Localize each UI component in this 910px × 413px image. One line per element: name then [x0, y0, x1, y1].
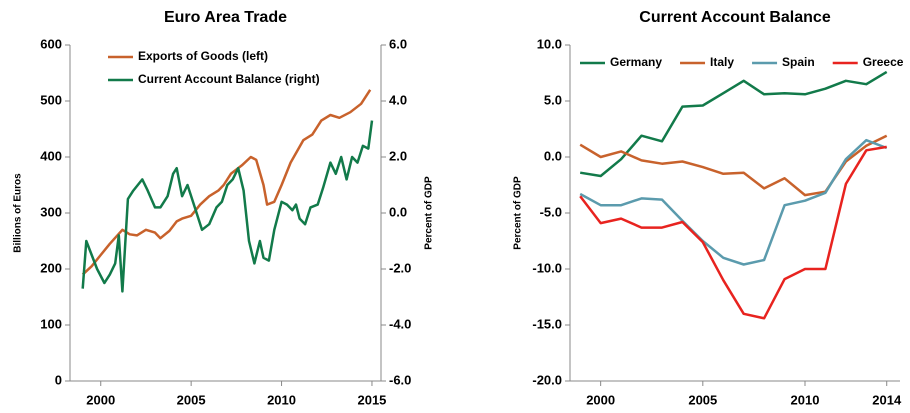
y2-tick-label: 2.0: [389, 148, 407, 163]
y-tick-label: 10.0: [537, 36, 562, 51]
series-line: [81, 89, 372, 276]
y-tick-label: 100: [40, 316, 62, 331]
y-tick-label: 5.0: [544, 92, 562, 107]
y-tick-label: 200: [40, 260, 62, 275]
y-tick-label: -15.0: [532, 316, 562, 331]
y2-tick-label: -6.0: [389, 372, 411, 387]
series-line: [81, 120, 374, 293]
legend-label: Greece: [863, 55, 904, 69]
y-tick-label: 500: [40, 92, 62, 107]
y-tick-label: 400: [40, 148, 62, 163]
x-tick-label: 2015: [357, 392, 386, 407]
x-tick-label: 2014: [872, 392, 902, 407]
x-tick-label: 2010: [267, 392, 296, 407]
y-tick-label: -5.0: [540, 204, 562, 219]
y-tick-label: 0.0: [544, 148, 562, 163]
y2-tick-label: 4.0: [389, 92, 407, 107]
y-axis-label: Billions of Euros: [13, 173, 24, 253]
y-tick-label: 300: [40, 204, 62, 219]
legend-label: Germany: [610, 55, 662, 69]
y2-tick-label: 0.0: [389, 204, 407, 219]
series-line: [579, 145, 887, 320]
y2-axis-label: Percent of GDP: [424, 176, 435, 250]
y-tick-label: 600: [40, 36, 62, 51]
chart-title: Current Account Balance: [639, 9, 831, 26]
x-tick-label: 2000: [586, 392, 615, 407]
x-tick-label: 2000: [86, 392, 115, 407]
y2-tick-label: -2.0: [389, 260, 411, 275]
legend-label: Spain: [782, 55, 815, 69]
y2-tick-label: -4.0: [389, 316, 411, 331]
x-tick-label: 2010: [791, 392, 820, 407]
x-tick-label: 2005: [177, 392, 206, 407]
chart-title: Euro Area Trade: [164, 9, 287, 26]
legend-label: Italy: [710, 55, 734, 69]
series-line: [580, 70, 888, 178]
series-line: [579, 138, 888, 266]
x-tick-label: 2005: [688, 392, 717, 407]
legend-label: Exports of Goods (left): [138, 49, 268, 63]
y2-tick-label: 6.0: [389, 36, 407, 51]
y-tick-label: -10.0: [532, 260, 562, 275]
y-tick-label: -20.0: [532, 372, 562, 387]
legend-label: Current Account Balance (right): [138, 72, 320, 86]
y-tick-label: 0: [55, 372, 62, 387]
y-axis-label: Percent of GDP: [513, 176, 524, 250]
